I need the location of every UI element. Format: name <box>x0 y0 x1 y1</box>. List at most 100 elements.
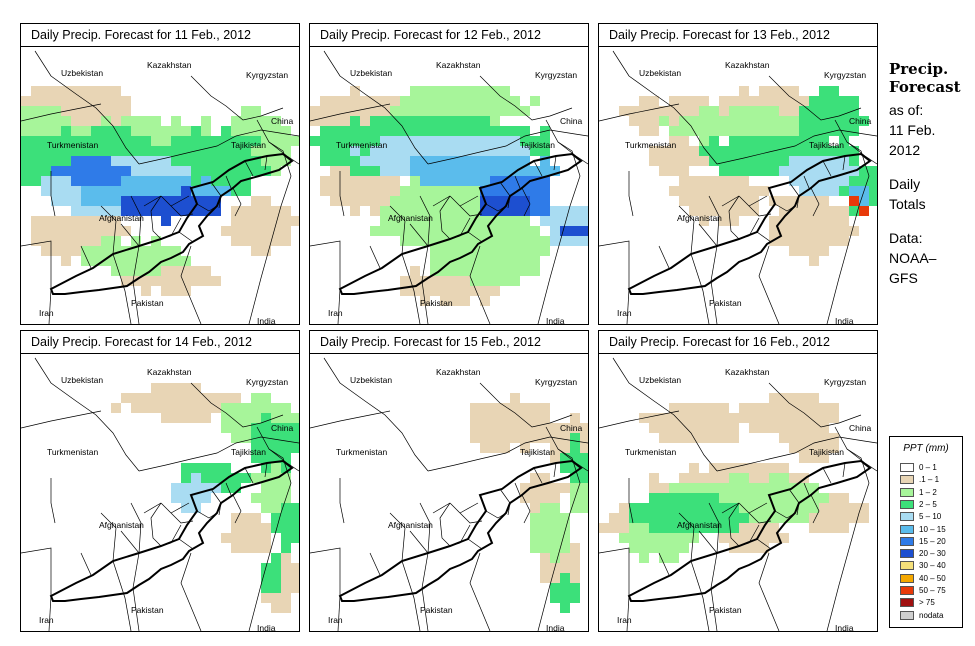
precip-cell <box>91 236 101 246</box>
precip-cell <box>121 276 131 286</box>
precip-cell <box>151 276 161 286</box>
precip-cell <box>171 483 181 493</box>
precip-cell <box>779 216 789 226</box>
precip-cell <box>241 403 251 413</box>
boundary-line <box>369 245 381 269</box>
precip-cell <box>779 136 789 146</box>
precip-cell <box>480 96 490 106</box>
precip-cell <box>739 533 749 543</box>
precip-cell <box>61 246 71 256</box>
precip-cell <box>241 116 251 126</box>
precip-cell <box>390 166 400 176</box>
precip-cell <box>689 403 699 413</box>
precip-cell <box>261 136 271 146</box>
precip-cell <box>819 226 829 236</box>
precip-cell <box>709 483 719 493</box>
precip-cell <box>689 483 699 493</box>
precip-cell <box>211 206 221 216</box>
precip-cell <box>819 126 829 136</box>
precip-cell <box>370 166 380 176</box>
precip-cell <box>410 96 420 106</box>
precip-cell <box>470 86 480 96</box>
precip-cell <box>410 176 420 186</box>
precip-cell <box>490 176 500 186</box>
forecast-panel-15-feb: Daily Precip. Forecast for 15 Feb., 2012… <box>309 330 589 632</box>
precip-cell <box>769 413 779 423</box>
precip-cell <box>470 106 480 116</box>
precip-cell <box>460 146 470 156</box>
precip-cell <box>360 186 370 196</box>
precip-cell <box>91 226 101 236</box>
precip-cell <box>201 196 211 206</box>
precip-cell <box>639 96 649 106</box>
map-label-india: India <box>546 623 565 631</box>
legend-label: 20 – 30 <box>919 549 946 559</box>
precip-cell <box>570 593 580 603</box>
precip-cell <box>330 116 340 126</box>
precip-cell <box>61 156 71 166</box>
precip-cell <box>251 156 261 166</box>
precip-cell <box>659 493 669 503</box>
precip-cell <box>141 156 151 166</box>
boundary-line <box>514 482 521 496</box>
boundary-line <box>599 410 680 429</box>
precip-cell <box>709 196 719 206</box>
legend-swatch <box>900 610 914 620</box>
precip-cell <box>181 483 191 493</box>
precip-cell <box>530 236 540 246</box>
precip-cell <box>619 523 629 533</box>
precip-cell <box>450 176 460 186</box>
precip-cell <box>550 236 560 246</box>
precip-cell <box>271 156 281 166</box>
precip-cell <box>161 186 171 196</box>
precip-cell <box>699 206 709 216</box>
precip-cell <box>560 423 570 433</box>
precip-cell <box>450 206 460 216</box>
precip-cell <box>709 176 719 186</box>
precip-cell <box>729 523 739 533</box>
precip-cell <box>570 473 580 483</box>
precip-cell <box>251 493 261 503</box>
precip-cell <box>719 493 729 503</box>
precip-cell <box>709 136 719 146</box>
boundary-line <box>439 195 451 240</box>
precip-cell <box>440 196 450 206</box>
precip-cell <box>450 236 460 246</box>
precip-cell <box>739 493 749 503</box>
precip-cell <box>251 246 261 256</box>
precip-cell <box>789 483 799 493</box>
precip-cell <box>759 166 769 176</box>
precip-cell <box>191 393 201 403</box>
precip-cell <box>430 146 440 156</box>
precip-cell <box>530 483 540 493</box>
precip-cell <box>500 256 510 266</box>
precip-cell <box>221 483 231 493</box>
boundary-line <box>626 595 630 631</box>
precip-cell <box>271 603 281 613</box>
boundary-line <box>708 195 720 247</box>
precip-cell <box>789 236 799 246</box>
precip-cell <box>869 166 877 176</box>
precip-cell <box>829 186 839 196</box>
precip-cell <box>570 483 580 493</box>
map-label-uzbekistan: Uzbekistan <box>61 68 104 78</box>
precip-cell <box>789 196 799 206</box>
precip-cell <box>689 146 699 156</box>
precip-cell <box>460 126 470 136</box>
precip-cell <box>679 186 689 196</box>
precip-cell <box>530 513 540 523</box>
precip-cell <box>430 226 440 236</box>
precip-cell <box>360 96 370 106</box>
precip-cell <box>480 433 490 443</box>
precip-cell <box>769 403 779 413</box>
precip-cell <box>849 96 859 106</box>
precip-cell <box>809 393 819 403</box>
precip-cell <box>181 156 191 166</box>
precip-cell <box>530 96 540 106</box>
precip-cell <box>530 523 540 533</box>
legend-item: 15 – 20 <box>900 536 946 547</box>
precip-cell <box>181 276 191 286</box>
precip-cell <box>470 206 480 216</box>
precip-cell <box>261 533 271 543</box>
precip-cell <box>181 146 191 156</box>
